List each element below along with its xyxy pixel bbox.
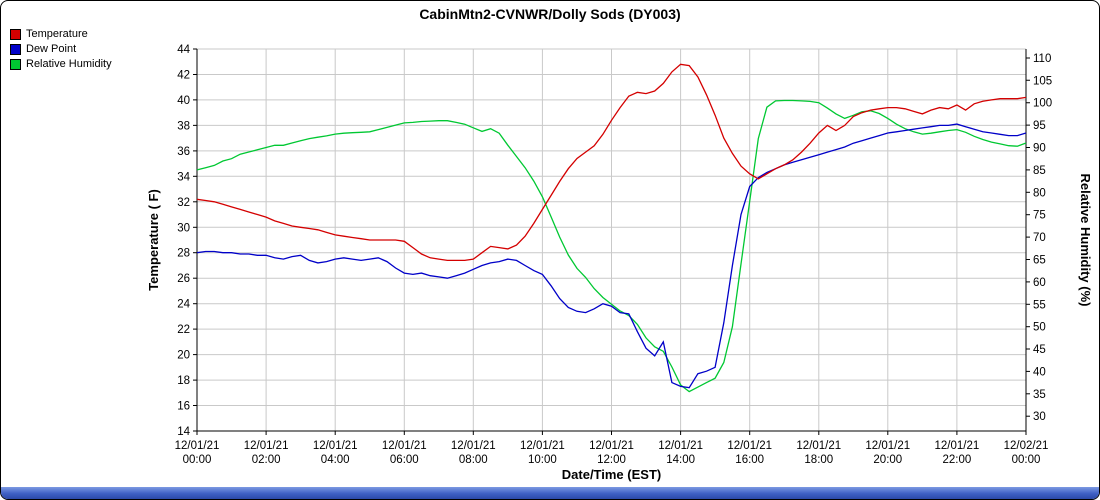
y-left-tick-labels: 44 42 40 38 36 34 32 30 28 26 24 22 20 18 16 14 [177,44,190,438]
temperature-swatch-icon [10,28,21,40]
svg-text:95: 95 [1033,120,1046,132]
svg-text:12/01/21: 12/01/21 [658,440,703,452]
tick-marks [193,48,1030,435]
svg-text:105: 105 [1033,75,1052,87]
svg-text:28: 28 [177,248,190,260]
svg-text:34: 34 [177,171,190,183]
chart: 44 42 40 38 36 34 32 30 28 26 24 22 20 18 16 14 110 105 10… [146,44,1093,482]
svg-text:14:00: 14:00 [666,454,695,466]
svg-text:00:00: 00:00 [183,454,212,466]
series-dew-point-line [196,123,1027,389]
svg-text:35: 35 [1033,389,1046,401]
series-temperature-line [196,63,1027,262]
svg-text:110: 110 [1033,53,1051,65]
x-axis-title: Date/Time (EST) [562,467,661,482]
svg-text:26: 26 [177,273,190,285]
svg-text:45: 45 [1033,344,1046,356]
svg-text:00:00: 00:00 [1012,454,1041,466]
svg-text:20: 20 [177,350,190,362]
svg-text:02:00: 02:00 [252,454,281,466]
svg-text:55: 55 [1033,299,1046,311]
grid-lines [196,48,1027,432]
legend-label-temperature: Temperature [26,28,88,40]
x-tick-labels: 12/01/21 00:00 12/01/21 02:00 12/01/21 04:00 1… [175,440,1049,466]
svg-text:38: 38 [177,120,190,132]
svg-text:14: 14 [177,426,190,438]
svg-text:100: 100 [1033,98,1052,110]
svg-text:30: 30 [177,222,190,234]
svg-text:24: 24 [177,299,190,311]
svg-text:42: 42 [177,70,190,82]
y-right-axis-title: Relative Humidity (%) [1078,174,1093,307]
svg-text:90: 90 [1033,143,1046,155]
legend-item-dew-point: Dew Point [10,43,112,55]
svg-text:80: 80 [1033,187,1046,199]
axis-titles: Temperature ( F) Relative Humidity (%) Dat… [146,174,1093,482]
svg-text:18:00: 18:00 [804,454,833,466]
svg-text:18: 18 [177,375,190,387]
svg-text:12/01/21: 12/01/21 [175,440,220,452]
svg-text:12/01/21: 12/01/21 [520,440,565,452]
svg-text:50: 50 [1033,322,1046,334]
svg-text:30: 30 [1033,411,1046,423]
legend-item-relative-humidity: Relative Humidity [10,58,112,70]
svg-text:32: 32 [177,197,190,209]
svg-text:12/01/21: 12/01/21 [244,440,289,452]
svg-text:75: 75 [1033,210,1046,222]
legend-item-temperature: Temperature [10,28,112,40]
svg-text:85: 85 [1033,165,1046,177]
y-right-tick-labels: 110 105 100 95 90 85 80 75 70 65 60 55 50 45 40 35 30 [1033,53,1052,423]
svg-text:08:00: 08:00 [459,454,488,466]
svg-text:12:00: 12:00 [597,454,626,466]
series-lines [196,63,1027,393]
svg-text:65: 65 [1033,255,1046,267]
svg-text:04:00: 04:00 [321,454,350,466]
svg-text:12/01/21: 12/01/21 [727,440,772,452]
svg-text:16: 16 [177,401,190,413]
svg-text:36: 36 [177,146,190,158]
svg-text:12/02/21: 12/02/21 [1004,440,1049,452]
svg-text:22:00: 22:00 [943,454,972,466]
svg-text:12/01/21: 12/01/21 [313,440,358,452]
dew-point-swatch-icon [10,43,21,55]
svg-text:12/01/21: 12/01/21 [589,440,634,452]
horizontal-scrollbar[interactable] [1,487,1099,499]
svg-text:16:00: 16:00 [735,454,764,466]
relative-humidity-swatch-icon [10,58,21,70]
svg-text:20:00: 20:00 [873,454,902,466]
svg-text:12/01/21: 12/01/21 [451,440,496,452]
svg-text:40: 40 [177,95,190,107]
svg-text:06:00: 06:00 [390,454,419,466]
svg-text:22: 22 [177,324,190,336]
svg-text:12/01/21: 12/01/21 [382,440,427,452]
svg-text:12/01/21: 12/01/21 [935,440,980,452]
svg-text:40: 40 [1033,366,1046,378]
legend: Temperature Dew Point Relative Humidity [10,28,112,73]
svg-text:44: 44 [177,44,190,56]
svg-text:12/01/21: 12/01/21 [865,440,910,452]
svg-text:60: 60 [1033,277,1046,289]
svg-text:70: 70 [1033,232,1046,244]
y-left-axis-title: Temperature ( F) [146,189,161,291]
svg-text:10:00: 10:00 [528,454,557,466]
page-title: CabinMtn2-CVNWR/Dolly Sods (DY003) [419,6,681,22]
svg-text:12/01/21: 12/01/21 [796,440,841,452]
series-relative-humidity-line [196,99,1027,393]
legend-label-relative-humidity: Relative Humidity [26,58,112,70]
legend-label-dew-point: Dew Point [26,43,77,55]
